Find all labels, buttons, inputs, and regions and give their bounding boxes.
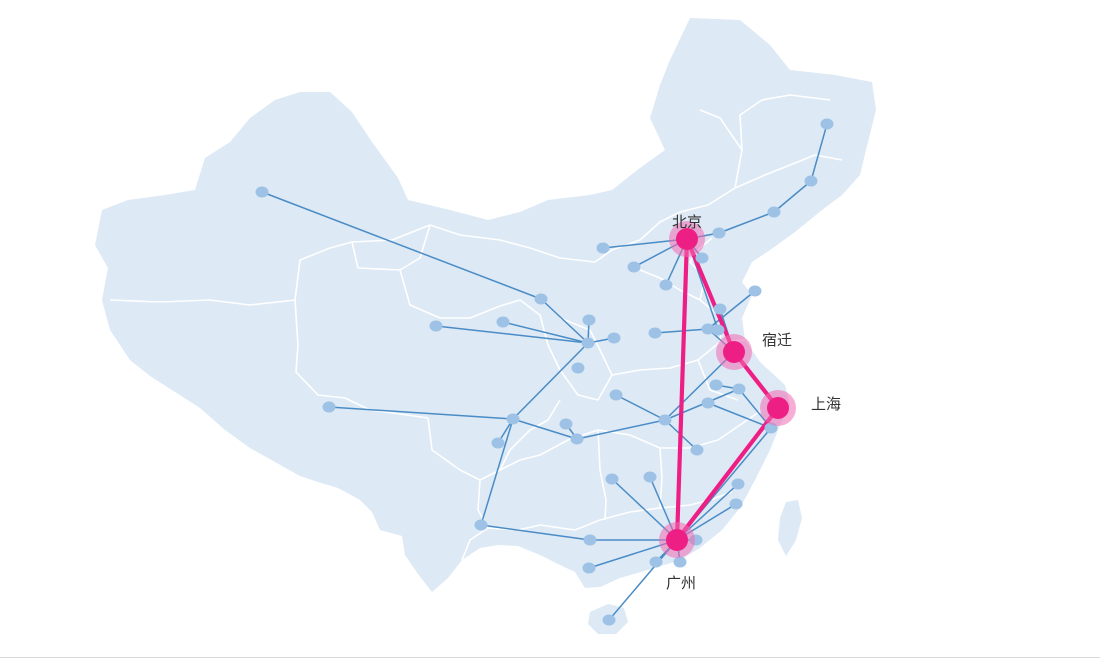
hub-beijing-marker — [676, 228, 698, 250]
route-line-l-m — [480, 524, 591, 541]
route-line-j-u — [512, 418, 578, 440]
city-node[interactable] — [607, 332, 621, 344]
hub-beijing-label: 北京 — [672, 213, 702, 231]
hub-suqian-label: 宿迁 — [762, 331, 792, 349]
route-line-j-l — [480, 418, 514, 526]
city-node[interactable] — [583, 534, 597, 546]
city-node[interactable] — [690, 444, 704, 456]
city-node[interactable] — [582, 314, 596, 326]
city-node[interactable] — [506, 413, 520, 425]
route-line-u-w — [576, 419, 666, 440]
highlight-route-shanghai-guangzhou — [674, 405, 781, 543]
city-node[interactable] — [804, 175, 818, 187]
route-line-a-b — [261, 191, 542, 300]
hub-guangzhou-label: 广州 — [666, 574, 696, 592]
city-node[interactable] — [712, 227, 726, 239]
china-landmass — [95, 18, 876, 592]
city-node[interactable] — [673, 556, 687, 568]
hub-layer: 北京 宿迁 上海 广州 — [659, 213, 841, 592]
city-node[interactable] — [711, 324, 725, 336]
city-node[interactable] — [474, 519, 488, 531]
city-node[interactable] — [581, 337, 595, 349]
city-node[interactable] — [729, 498, 743, 510]
city-node[interactable] — [570, 433, 584, 445]
city-node[interactable] — [748, 285, 762, 297]
city-node[interactable] — [658, 414, 672, 426]
hub-shanghai-label: 上海 — [811, 395, 841, 413]
city-node[interactable] — [491, 437, 505, 449]
city-node[interactable] — [627, 261, 641, 273]
route-line-y-ad — [707, 402, 772, 429]
city-node[interactable] — [713, 303, 727, 315]
city-node[interactable] — [709, 379, 723, 391]
hub-guangzhou[interactable]: 广州 — [659, 522, 696, 592]
city-node[interactable] — [649, 556, 663, 568]
city-node[interactable] — [643, 471, 657, 483]
highlight-route-beijing-suqian — [684, 236, 737, 355]
city-node[interactable] — [820, 118, 834, 130]
route-line-v-w — [615, 394, 666, 421]
hub-beijing[interactable]: 北京 — [669, 213, 705, 257]
city-node[interactable] — [496, 316, 510, 328]
city-node[interactable] — [609, 389, 623, 401]
city-node[interactable] — [596, 242, 610, 254]
city-node[interactable] — [767, 206, 781, 218]
hub-shanghai[interactable]: 上海 — [760, 390, 841, 426]
city-node[interactable] — [602, 614, 616, 626]
city-node[interactable] — [732, 383, 746, 395]
bottom-divider — [0, 657, 1100, 658]
city-node[interactable] — [701, 397, 715, 409]
city-node[interactable] — [701, 323, 715, 335]
highlight-route-guangzhou-beijing — [674, 236, 690, 543]
taiwan-island — [778, 500, 802, 556]
route-line-i-j — [328, 406, 514, 420]
route-line-e-c — [502, 321, 589, 344]
city-node[interactable] — [429, 320, 443, 332]
city-node[interactable] — [648, 327, 662, 339]
route-line-ao-ap — [773, 180, 812, 213]
city-node[interactable] — [559, 418, 573, 430]
city-node[interactable] — [695, 252, 709, 264]
city-node[interactable] — [731, 478, 745, 490]
route-line-c-j — [512, 342, 589, 420]
city-node[interactable] — [582, 562, 596, 574]
route-line-an-ao — [718, 211, 775, 234]
city-node[interactable] — [255, 186, 269, 198]
city-node[interactable] — [659, 279, 673, 291]
hub-shanghai-marker — [767, 397, 789, 419]
route-line-ap-aq — [810, 123, 828, 182]
hub-suqian-marker — [723, 341, 745, 363]
city-node[interactable] — [534, 293, 548, 305]
city-node[interactable] — [571, 362, 585, 374]
route-line-b-c — [540, 298, 589, 344]
city-node[interactable] — [605, 473, 619, 485]
hub-guangzhou-marker — [666, 529, 688, 551]
hub-suqian[interactable]: 宿迁 — [716, 331, 792, 370]
route-line-d-c — [435, 325, 589, 344]
route-line-ag-af — [654, 328, 709, 334]
city-node[interactable] — [322, 401, 336, 413]
